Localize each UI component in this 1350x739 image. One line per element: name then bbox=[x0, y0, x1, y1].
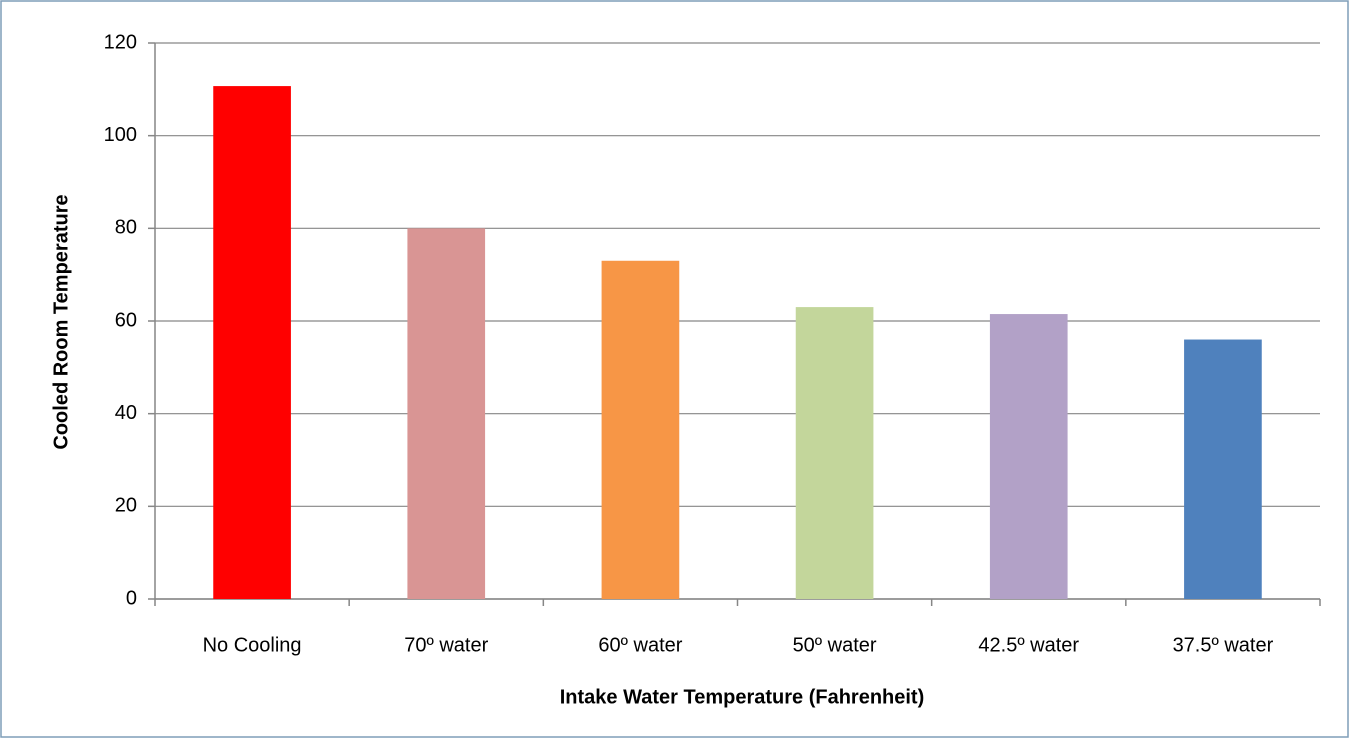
bar bbox=[989, 314, 1068, 599]
x-tick-label: No Cooling bbox=[203, 634, 302, 656]
x-tick-label: 70º water bbox=[404, 634, 488, 656]
x-axis-title: Intake Water Temperature (Fahrenheit) bbox=[560, 686, 925, 708]
bar bbox=[407, 228, 486, 600]
bar bbox=[1184, 339, 1262, 599]
y-tick-label: 60 bbox=[115, 309, 137, 331]
y-axis-title: Cooled Room Temperature bbox=[50, 194, 72, 449]
bar bbox=[601, 260, 680, 599]
y-tick-label: 20 bbox=[115, 495, 137, 517]
x-tick-label: 50º water bbox=[793, 634, 877, 656]
bar bbox=[795, 307, 874, 599]
y-tick-label: 80 bbox=[115, 217, 137, 239]
y-tick-label: 40 bbox=[115, 402, 137, 424]
y-tick-label: 100 bbox=[104, 124, 137, 146]
y-tick-label: 120 bbox=[104, 31, 137, 53]
bar bbox=[213, 86, 291, 600]
y-tick-label: 0 bbox=[126, 587, 137, 609]
x-tick-label: 37.5º water bbox=[1173, 634, 1274, 656]
x-tick-label: 42.5º water bbox=[978, 634, 1079, 656]
x-tick-label: 60º water bbox=[598, 634, 682, 656]
